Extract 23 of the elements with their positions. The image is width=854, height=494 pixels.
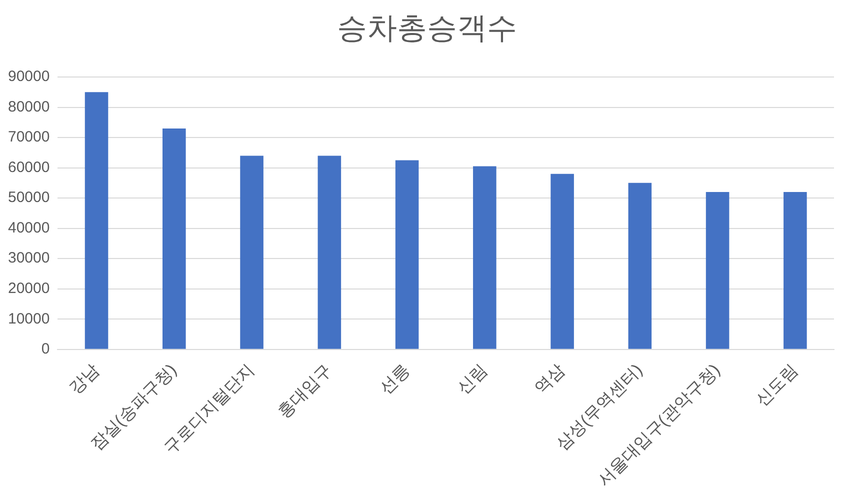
x-tick-label: 신림 — [453, 360, 491, 398]
y-tick-label: 90000 — [8, 68, 50, 86]
bar — [706, 192, 730, 349]
y-tick-label: 30000 — [8, 250, 50, 267]
bar — [84, 92, 108, 349]
y-tick-label: 40000 — [8, 219, 50, 236]
bar — [318, 156, 342, 349]
y-tick-label: 80000 — [8, 98, 50, 116]
bar — [162, 128, 186, 349]
bar — [628, 182, 652, 349]
bar — [240, 156, 264, 349]
y-tick-label: 10000 — [8, 310, 50, 328]
bar — [473, 166, 496, 349]
bar — [784, 192, 807, 349]
chart-title: 승차총승객수 — [336, 11, 518, 47]
bar — [550, 174, 574, 349]
y-tick-label: 20000 — [8, 280, 50, 297]
bar — [395, 160, 419, 349]
y-tick-label: 60000 — [8, 158, 50, 176]
x-tick-label: 선릉 — [376, 360, 414, 398]
y-tick-label: 70000 — [8, 128, 50, 146]
y-tick-label: 0 — [41, 340, 50, 358]
y-tick-label: 50000 — [8, 189, 50, 206]
